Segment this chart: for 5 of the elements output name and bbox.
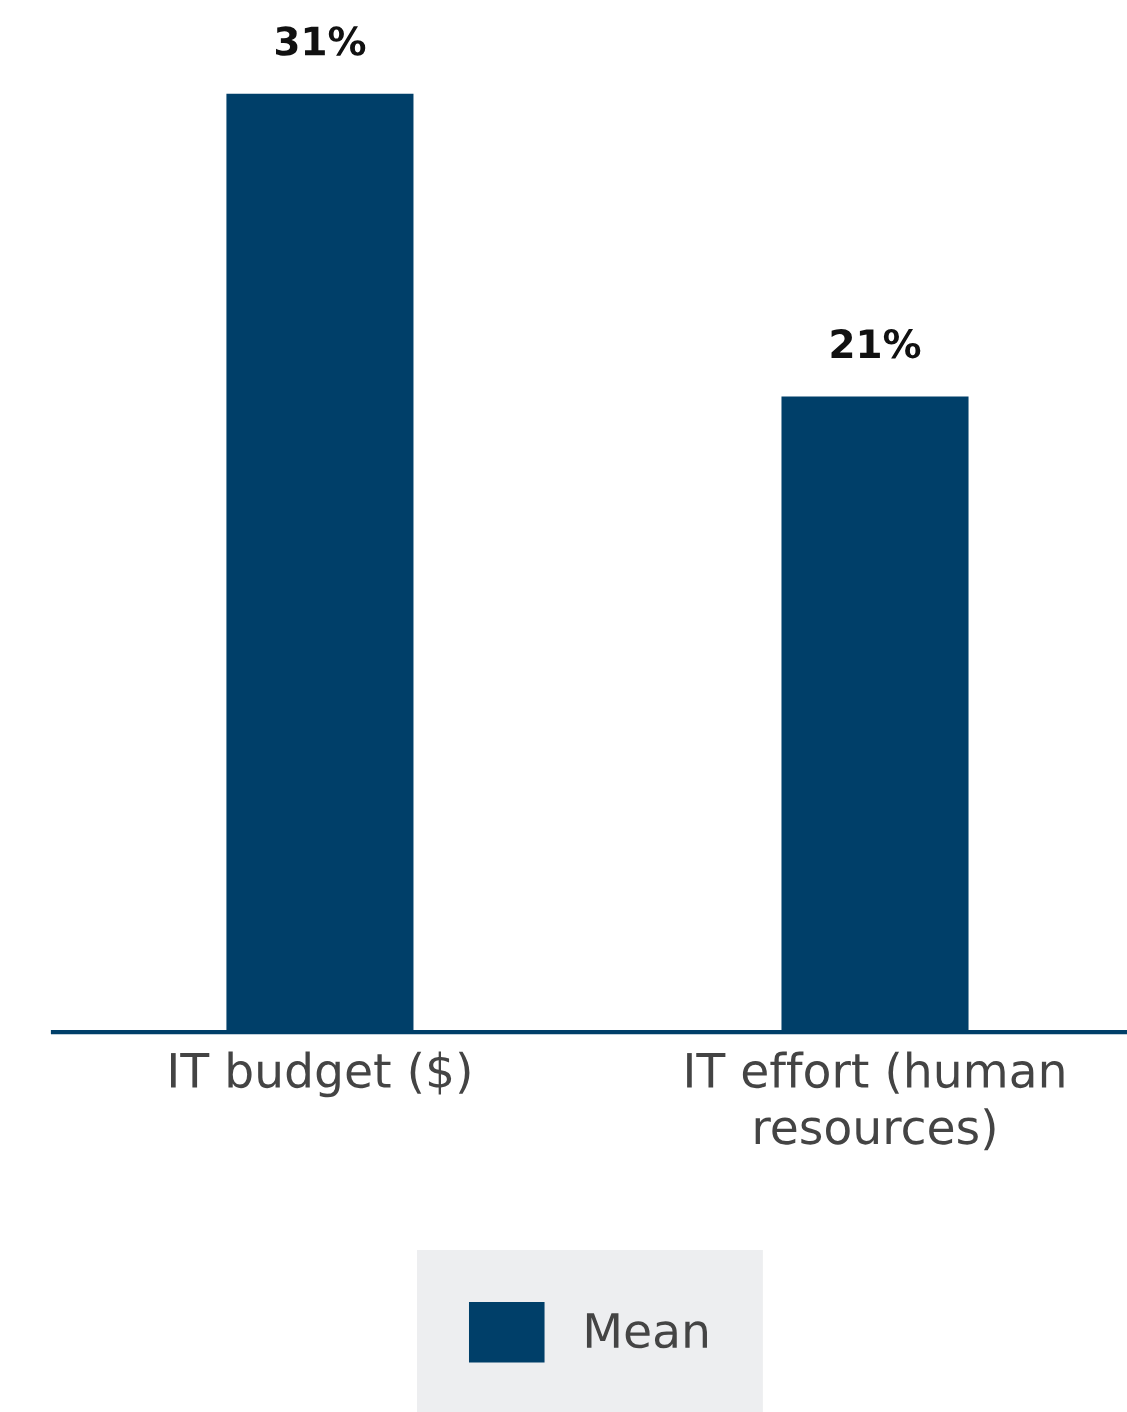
- x-tick-label: IT effort (human resources): [687, 1051, 1064, 1151]
- legend-label: Mean: [586, 1313, 707, 1349]
- x-tick-label: IT budget ($): [171, 1051, 470, 1098]
- data-label: 31%: [276, 26, 366, 56]
- data-label: 21%: [831, 329, 921, 359]
